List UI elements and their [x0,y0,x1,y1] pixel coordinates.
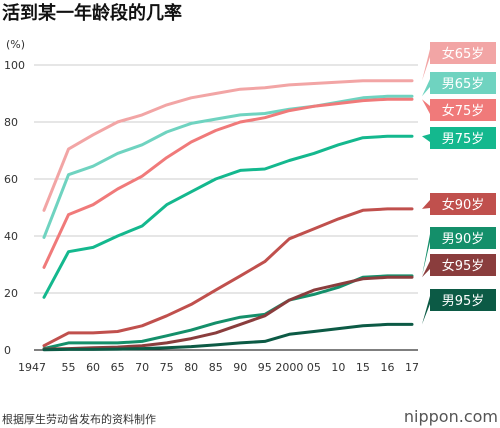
x-tick-label: 70 [135,361,149,374]
y-tick-label: 100 [4,59,25,72]
series-line [42,275,414,351]
legend-tag: 男90岁 [422,227,496,276]
legend-swatch [430,289,496,311]
legend-swatch [430,42,496,64]
legend-swatch [430,127,496,149]
series-line [42,97,414,269]
legend-pointer [422,261,430,278]
x-tick-label: 65 [111,361,125,374]
source-note: 根据厚生劳动省发布的资料制作 [2,412,156,426]
y-unit-label: (%) [6,38,25,51]
legend-label: 女65岁 [442,46,485,62]
brand-logo: nippon.com [404,407,498,426]
legend-tag: 男95岁 [422,289,496,325]
legend-swatch [430,193,496,215]
series-line [42,322,414,352]
x-tick-label: 1947 [18,361,46,374]
legend-swatch [430,99,496,121]
series-line [42,79,414,212]
x-ticks: 1947 55 60 65 70 75 80 85 90 95 2000 05 10 15 16 17 [18,361,419,374]
x-tick-label: 16 [380,361,394,374]
legend-pointer [422,234,430,276]
legend-label: 女90岁 [442,197,485,213]
legend-tag: 男75岁 [422,127,496,149]
y-tick-label: 80 [4,116,18,129]
x-tick-label: 95 [258,361,272,374]
x-tick-label: 17 [405,361,419,374]
legend-pointer [422,49,430,81]
legend-label: 男90岁 [442,232,485,247]
legend-pointer [422,99,430,114]
series-line [42,94,414,239]
y-tick-label: 0 [4,344,11,357]
x-tick-label: 90 [233,361,247,374]
y-ticks: 0 20 40 60 80 100 [4,59,25,357]
y-tick-label: 40 [4,230,18,243]
legend-tag: 女90岁 [422,193,496,215]
legend-label: 女75岁 [442,103,485,119]
chart-title: 活到某一年龄段的几率 [2,2,182,24]
x-tick-label: 05 [307,361,321,374]
y-tick-label: 20 [4,287,18,300]
x-tick-label: 60 [86,361,100,374]
x-tick-label: 80 [184,361,198,374]
grid [34,64,418,351]
x-tick-label: 55 [62,361,76,374]
x-tick-label: 75 [160,361,174,374]
legend-pointer [422,79,430,97]
legend-swatch [430,227,496,249]
x-tick-label: 85 [209,361,223,374]
series-line [42,207,414,348]
legend-swatch [430,72,496,94]
series-line [42,134,414,299]
legend-tag: 女65岁 [422,42,496,81]
series-lines [42,79,414,352]
legend-tag: 女95岁 [422,254,496,278]
x-tick-label: 15 [356,361,370,374]
legend-swatch [430,254,496,276]
legend-tag: 男65岁 [422,72,496,97]
y-tick-label: 60 [4,173,18,186]
legend-pointer [422,296,430,325]
x-tick-label: 2000 [275,361,303,374]
legend-label: 男65岁 [442,77,485,92]
legend-pointer [422,134,430,142]
legend-label: 男95岁 [442,294,485,309]
legend-label: 男75岁 [442,132,485,147]
legend-label: 女95岁 [442,258,485,274]
series-line [42,274,414,351]
legend-tag: 女75岁 [422,99,496,121]
legend-pointer [422,200,430,209]
x-tick-label: 10 [331,361,345,374]
